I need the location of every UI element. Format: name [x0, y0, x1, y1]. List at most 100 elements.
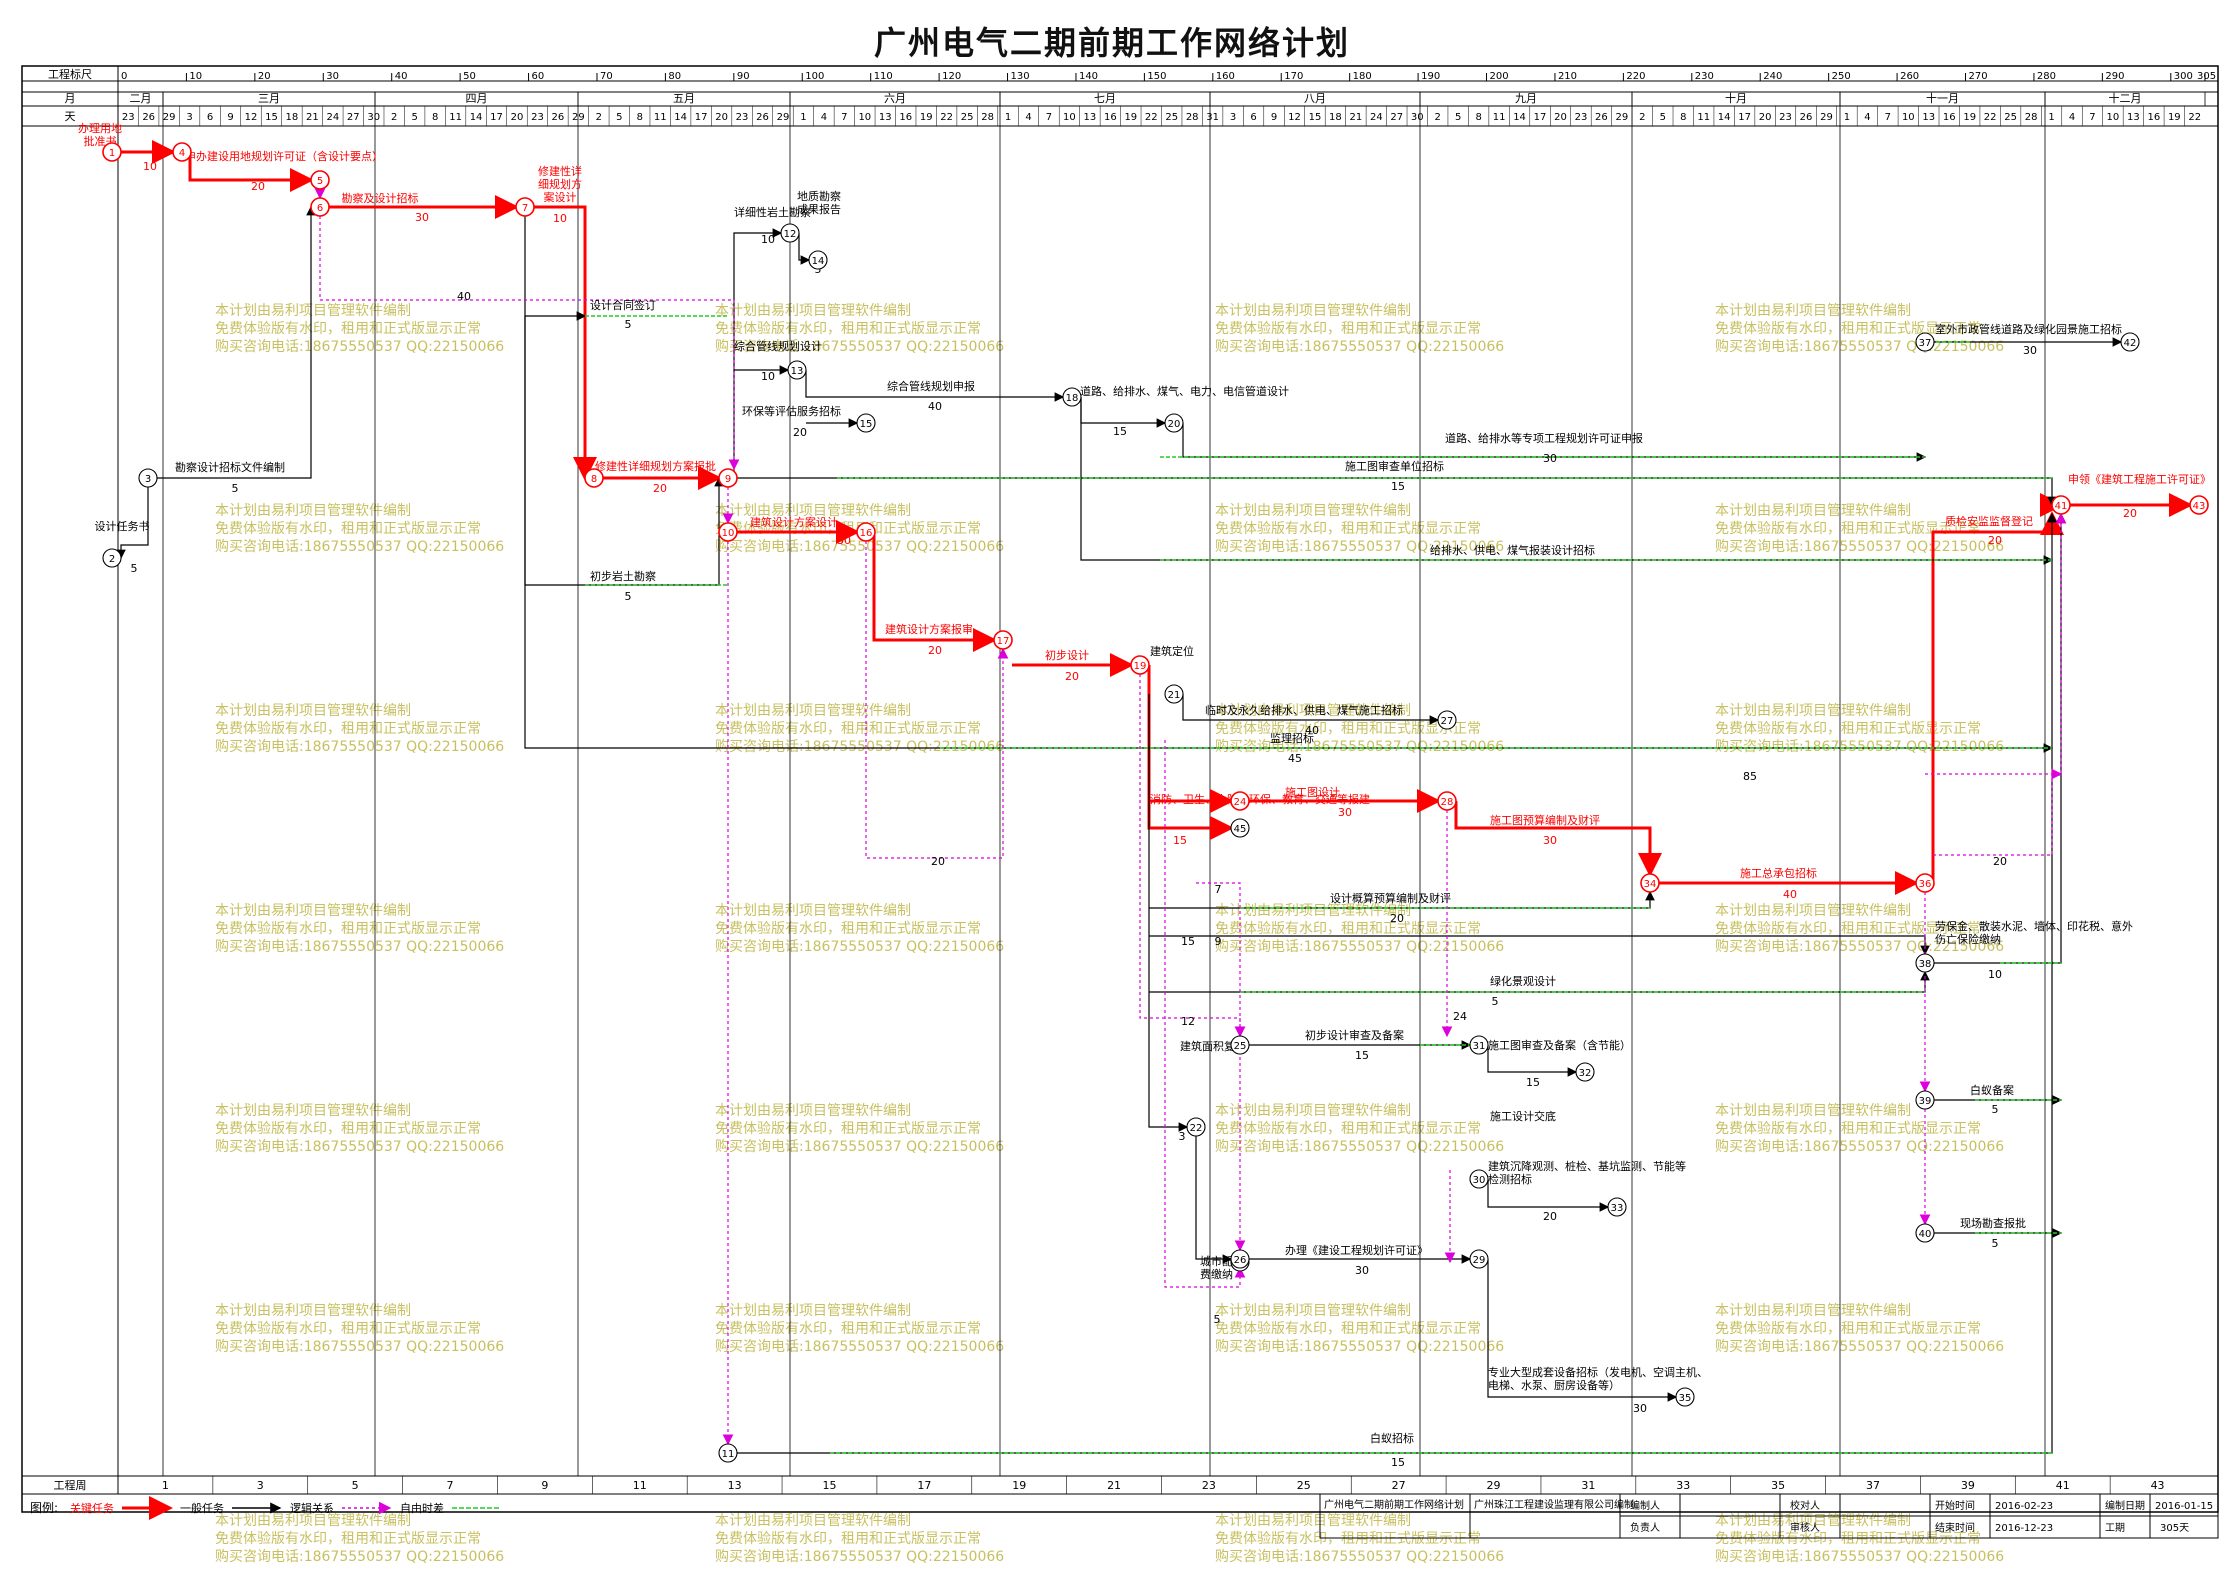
scale-tick-label: 70 — [600, 71, 613, 82]
watermark-text: 本计划由易利项目管理软件编制 — [1215, 703, 1411, 719]
watermark-text: 购买咨询电话:18675550537 QQ:22150066 — [715, 539, 1004, 555]
scale-tick-label: 10 — [189, 71, 202, 82]
day-label: 14 — [1718, 112, 1731, 123]
watermark-text: 本计划由易利项目管理软件编制 — [1715, 903, 1911, 919]
node-number: 16 — [860, 528, 873, 539]
week-row-label: 工程周 — [54, 1479, 87, 1492]
day-label: 5 — [1455, 112, 1461, 123]
month-label: 五月 — [673, 92, 695, 105]
task-name: 设计概算预算编制及财评 — [1330, 891, 1451, 905]
day-label: 24 — [326, 112, 339, 123]
arrow-logic — [1933, 512, 2067, 856]
task-duration: 30 — [415, 211, 429, 224]
task-name: 临时及永久给排水、供电、煤气施工招标 — [1205, 703, 1403, 717]
task-label-30: 绿化景观设计 5 — [1490, 974, 1556, 1008]
week-label: 13 — [728, 1479, 742, 1492]
month-label: 三月 — [258, 92, 280, 105]
watermark-text: 免费体验版有水印，租用和正式版显示正常 — [215, 521, 481, 537]
task-label-42: 建筑面积复核 3 — [1179, 1039, 1247, 1143]
task-label-17: 初步岩土勘察 5 — [590, 569, 656, 603]
node-number: 12 — [784, 229, 797, 240]
node-circle — [515, 197, 535, 217]
event-node-6: 6 — [310, 197, 330, 217]
week-label: 35 — [1771, 1479, 1785, 1492]
legend-title: 图例: — [30, 1501, 58, 1515]
task-label-18: 详细性岩土勘察 10 — [734, 205, 811, 246]
day-label: 22 — [940, 112, 953, 123]
task-duration: 10 — [1988, 968, 2002, 981]
watermark-text: 免费体验版有水印，租用和正式版显示正常 — [1215, 721, 1481, 737]
watermark-text: 本计划由易利项目管理软件编制 — [215, 303, 411, 319]
day-label: 15 — [265, 112, 278, 123]
task-name: 环保等评估服务招标 — [742, 404, 841, 418]
day-label: 19 — [2168, 112, 2181, 123]
day-label: 22 — [1145, 112, 1158, 123]
node-number: 13 — [791, 366, 804, 377]
scale-tick-label: 90 — [737, 71, 750, 82]
scale-tick-label: 300 — [2174, 71, 2193, 82]
task-label-2: 勘察及设计招标 30 — [342, 191, 430, 224]
watermark-text: 购买咨询电话:18675550537 QQ:22150066 — [1215, 1549, 1504, 1565]
day-label: 8 — [1680, 112, 1686, 123]
task-name: 室外市政管线道路及绿化园景施工招标 — [1935, 322, 2122, 336]
task-name: 修建性详细规划方案报批 — [595, 459, 716, 473]
task-name: 申办建设用地规划许可证（含设计要点） — [185, 149, 383, 163]
event-node-11: 11 — [718, 1443, 738, 1463]
watermark-text: 免费体验版有水印，租用和正式版显示正常 — [1715, 1531, 1981, 1547]
outer-frame — [21, 65, 2219, 1513]
arrow-critical — [1454, 801, 1662, 877]
task-label-21: 综合管线规划申报 40 — [887, 379, 975, 413]
scale-tick-label: 120 — [942, 71, 961, 82]
node-circle — [2120, 332, 2140, 352]
node-number: 21 — [1168, 690, 1181, 701]
info-compile-date: 2016-01-15 — [2155, 1501, 2213, 1512]
node-number: 30 — [1473, 1175, 1486, 1186]
day-label: 31 — [1206, 112, 1219, 123]
node-circle — [1607, 1197, 1627, 1217]
event-node-7: 7 — [515, 197, 535, 217]
arrow-normal — [524, 216, 587, 321]
watermark-text: 本计划由易利项目管理软件编制 — [715, 503, 911, 519]
scale-tick-label: 0 — [121, 71, 127, 82]
legend-label: 关键任务 — [70, 1501, 114, 1515]
node-circle — [1230, 791, 1250, 811]
info-label: 编制日期 — [2105, 1499, 2145, 1512]
watermark-text: 购买咨询电话:18675550537 QQ:22150066 — [1215, 939, 1504, 955]
task-duration: 15 — [1113, 425, 1127, 438]
watermark-text: 购买咨询电话:18675550537 QQ:22150066 — [715, 1549, 1004, 1565]
task-name: 设计合同签订 — [590, 298, 656, 312]
task-duration: 20 — [1988, 534, 2002, 547]
day-label: 5 — [1660, 112, 1666, 123]
watermark-text: 免费体验版有水印，租用和正式版显示正常 — [1715, 1321, 1981, 1337]
day-label: 27 — [347, 112, 360, 123]
event-node-9: 9 — [718, 468, 738, 488]
task-duration: 3 — [1179, 1130, 1186, 1143]
task-name: 建筑设计方案报审 — [885, 622, 973, 636]
day-label: 25 — [961, 112, 974, 123]
task-duration: 5 — [1992, 1103, 1999, 1116]
task-name: 详细性岩土勘察 — [734, 205, 811, 219]
event-node-30: 30 — [1469, 1169, 1489, 1189]
event-node-3: 3 — [138, 468, 158, 488]
node-number: 24 — [1234, 797, 1247, 808]
arrow-normal — [805, 370, 1065, 402]
watermark-text: 购买咨询电话:18675550537 QQ:22150066 — [1715, 739, 2004, 755]
task-duration: 30 — [1355, 1264, 1369, 1277]
scale-tick-label: 220 — [1626, 71, 1645, 82]
month-label: 十月 — [1725, 91, 1747, 105]
scale-tick-label: 80 — [668, 71, 681, 82]
node-number: 11 — [722, 1449, 735, 1460]
day-label: 9 — [227, 112, 233, 123]
task-name: 白蚁备案 — [1970, 1083, 2014, 1097]
watermark-text: 本计划由易利项目管理软件编制 — [715, 903, 911, 919]
task-duration: 15 — [1391, 480, 1405, 493]
scale-tick-label: 100 — [805, 71, 824, 82]
node-number: 1 — [109, 148, 115, 159]
task-label-3: 修建性详细规划方案设计 10 — [538, 164, 582, 225]
task-duration: 20 — [2123, 507, 2137, 520]
watermark-text: 免费体验版有水印，租用和正式版显示正常 — [215, 321, 481, 337]
task-duration: 40 — [1783, 888, 1797, 901]
event-node-25: 25 — [1230, 1035, 1250, 1055]
day-label: 17 — [1738, 112, 1751, 123]
day-label: 27 — [1390, 112, 1403, 123]
